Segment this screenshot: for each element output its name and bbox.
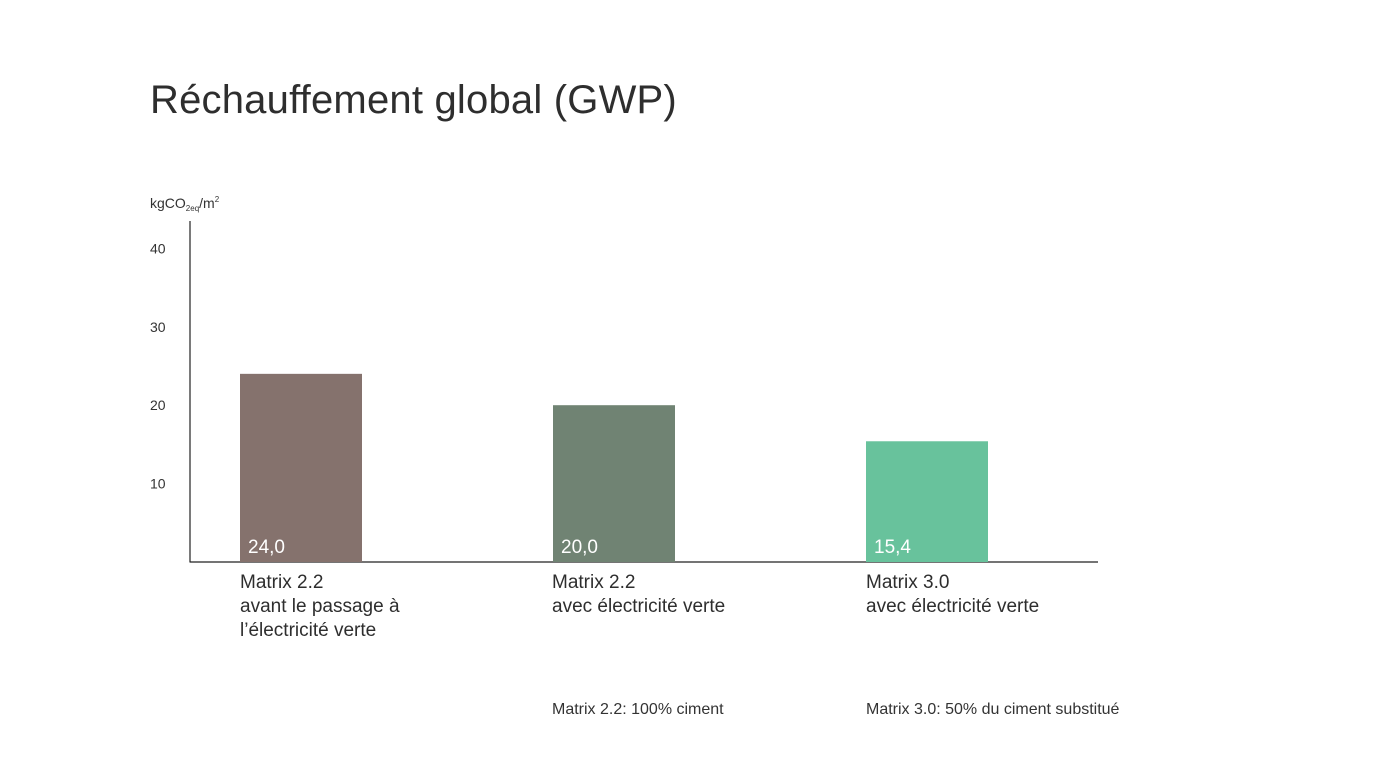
y-tick-label-40: 40 [150,240,166,256]
bar-1 [240,373,362,562]
unit-superscript: 2 [214,195,220,204]
category-label-3: Matrix 3.0 avec électricité verte [866,571,1039,619]
y-tick-label-20: 20 [150,397,166,413]
chart-title: Réchauffement global (GWP) [150,78,677,122]
bar-2 [553,405,675,562]
footnote-matrix-2-2: Matrix 2.2: 100% ciment [552,701,724,718]
unit-prefix: kgCO [150,195,186,211]
category-label-3-line2: avec électricité verte [866,596,1040,617]
category-label-1-line3: l’électricité verte [240,620,377,641]
y-tick-label-30: 30 [150,319,166,335]
category-label-1-line1: Matrix 2.2 [240,572,324,593]
bar-value-label-3: 15,4 [874,537,911,558]
category-label-3-line1: Matrix 3.0 [866,572,950,593]
footnote-matrix-3-0: Matrix 3.0: 50% du ciment substitué [866,701,1120,718]
y-axis-unit-label: kgCO2eq/m2 [150,195,219,213]
unit-subscript: 2eq [185,204,200,213]
bar-3 [866,441,988,562]
unit-mid: /m [199,195,215,211]
category-label-2-line2: avec électricité verte [552,596,726,617]
category-label-1-line2: avant le passage à [240,596,400,617]
bar-value-label-2: 20,0 [561,537,598,558]
category-label-1: Matrix 2.2 avant le passage à l’électric… [240,571,400,643]
category-label-2-line1: Matrix 2.2 [552,572,636,593]
y-tick-label-10: 10 [150,476,166,492]
bar-value-label-1: 24,0 [248,537,285,558]
category-label-2: Matrix 2.2 avec électricité verte [552,571,725,619]
